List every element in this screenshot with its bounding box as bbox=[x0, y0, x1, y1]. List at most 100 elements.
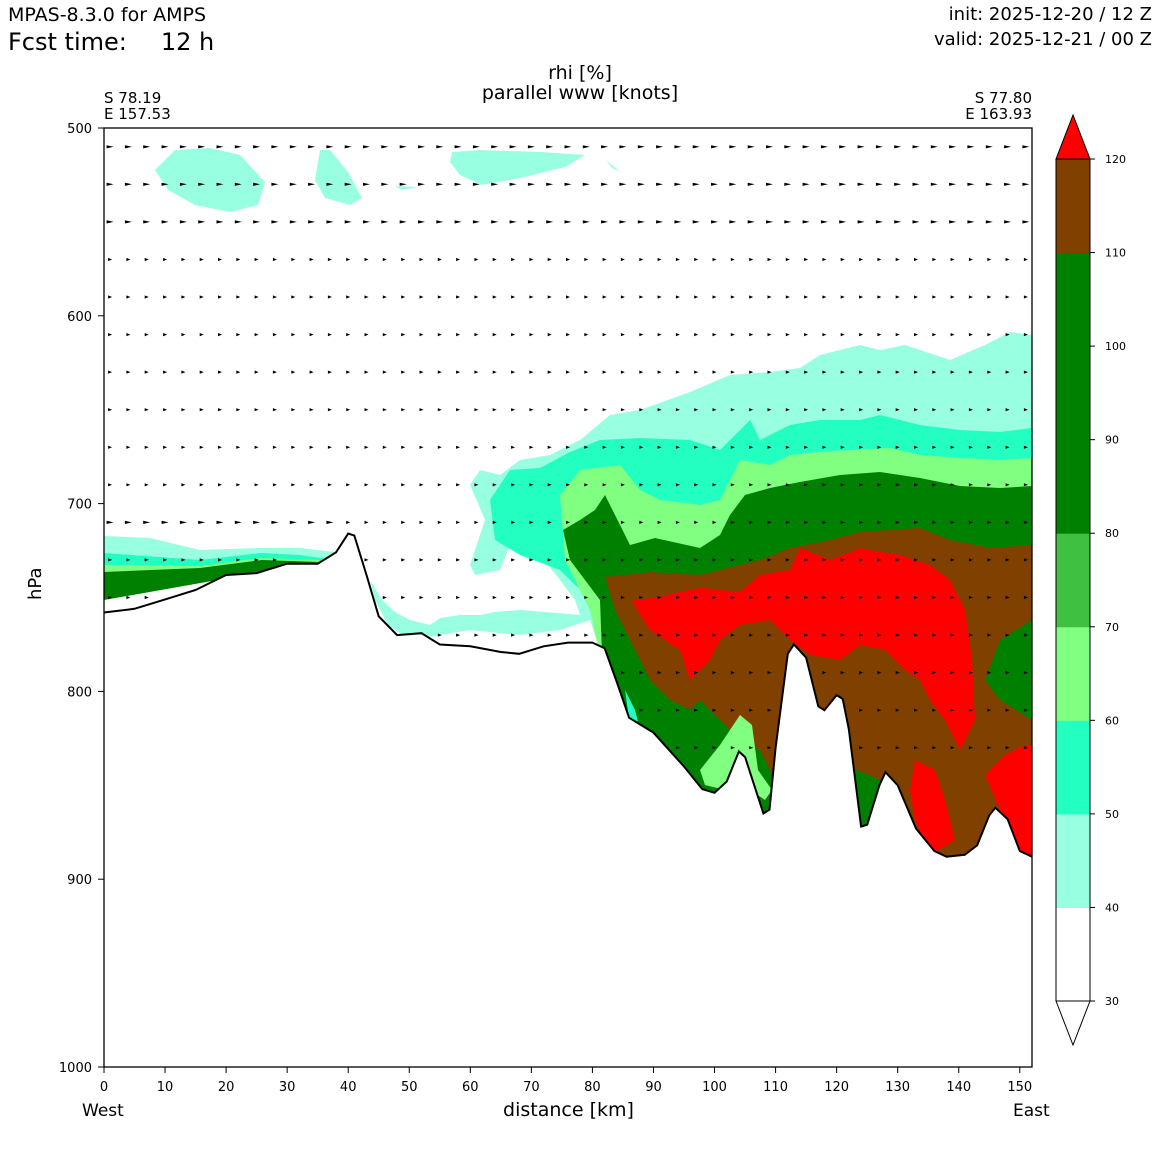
wind-barb-arrow bbox=[491, 182, 499, 186]
wind-barb-arrow bbox=[399, 182, 407, 186]
wind-barb-arrow bbox=[987, 595, 992, 600]
wind-barb-arrow bbox=[529, 483, 534, 487]
wind-barb-arrow bbox=[492, 483, 497, 487]
wind-barb-arrow bbox=[584, 595, 589, 600]
wind-barb-arrow bbox=[163, 257, 168, 262]
wind-barb-arrow bbox=[950, 558, 955, 562]
wind-barb-arrow bbox=[914, 257, 918, 262]
wind-barb-arrow bbox=[859, 671, 864, 675]
wind-barb-arrow bbox=[126, 370, 131, 374]
wind-barb-arrow bbox=[804, 257, 809, 262]
wind-barb-arrow bbox=[584, 257, 589, 262]
wind-barb-arrow bbox=[730, 408, 735, 412]
wind-barb-arrow bbox=[124, 145, 132, 149]
end-point-lon: E 163.93 bbox=[965, 105, 1032, 123]
wind-barb-arrow bbox=[767, 333, 772, 337]
wind-barb-arrow bbox=[529, 333, 534, 337]
wind-barb-arrow bbox=[950, 708, 955, 712]
wind-barb-arrow bbox=[547, 257, 552, 262]
wind-barb-arrow bbox=[712, 257, 717, 262]
wind-barb-arrow bbox=[914, 633, 918, 637]
wind-barb-arrow bbox=[236, 408, 241, 412]
wind-barb-arrow bbox=[674, 220, 682, 224]
wind-barb-arrow bbox=[108, 445, 113, 449]
wind-barb-arrow bbox=[566, 408, 570, 412]
wind-barb-arrow bbox=[694, 257, 699, 262]
wind-barb-arrow bbox=[492, 558, 497, 562]
wind-barb-arrow bbox=[602, 445, 607, 449]
wind-barb-arrow bbox=[859, 558, 864, 562]
wind-barb-arrow bbox=[511, 483, 516, 487]
wind-barb-arrow bbox=[382, 520, 387, 524]
wind-barb-arrow bbox=[399, 145, 407, 149]
wind-barb-arrow bbox=[602, 558, 607, 562]
wind-barb-arrow bbox=[932, 633, 937, 637]
wind-barb-arrow bbox=[547, 445, 552, 449]
wind-barb-arrow bbox=[254, 333, 259, 337]
wind-barb-arrow bbox=[950, 257, 955, 262]
wind-barb-arrow bbox=[456, 595, 461, 600]
wind-barb-arrow bbox=[712, 408, 717, 412]
wind-barb-arrow bbox=[950, 408, 955, 412]
wind-barb-arrow bbox=[199, 408, 204, 412]
wind-barb-arrow bbox=[785, 370, 790, 374]
wind-barb-arrow bbox=[234, 182, 242, 186]
wind-barb-arrow bbox=[382, 257, 387, 262]
wind-barb-arrow bbox=[546, 220, 554, 224]
wind-barb-arrow bbox=[419, 445, 424, 449]
colorbar-tick-label: 120 bbox=[1105, 153, 1126, 166]
wind-barb-arrow bbox=[456, 370, 461, 374]
wind-barb-arrow bbox=[163, 333, 168, 337]
wind-barb-arrow bbox=[1022, 182, 1030, 186]
wind-barb-arrow bbox=[894, 220, 902, 224]
wind-barb-arrow bbox=[784, 182, 792, 186]
wind-barb-arrow bbox=[859, 746, 864, 750]
wind-barb-arrow bbox=[472, 145, 480, 149]
wind-barb-arrow bbox=[914, 746, 918, 750]
wind-barb-arrow bbox=[1004, 220, 1012, 224]
wind-barb-arrow bbox=[839, 220, 847, 224]
wind-barb-arrow bbox=[675, 520, 680, 524]
wind-barb-arrow bbox=[859, 408, 864, 412]
wind-barb-arrow bbox=[877, 671, 882, 675]
wind-barb-arrow bbox=[401, 408, 406, 412]
wind-barb-arrow bbox=[950, 671, 955, 675]
wind-barb-arrow bbox=[181, 257, 186, 262]
wind-barb-arrow bbox=[749, 595, 754, 600]
wind-barb-arrow bbox=[491, 220, 499, 224]
wind-barb-arrow bbox=[895, 295, 900, 299]
wind-barb-field bbox=[106, 145, 1030, 750]
wind-barb-arrow bbox=[399, 220, 407, 224]
wind-barb-arrow bbox=[529, 408, 534, 412]
wind-barb-arrow bbox=[1005, 671, 1010, 675]
wind-barb-arrow bbox=[161, 182, 169, 186]
wind-barb-arrow bbox=[657, 633, 662, 637]
wind-barb-arrow bbox=[291, 483, 296, 487]
wind-barb-arrow bbox=[1023, 633, 1028, 637]
wind-barb-arrow bbox=[529, 445, 534, 449]
wind-barb-arrow bbox=[584, 483, 589, 487]
wind-barb-arrow bbox=[968, 520, 973, 524]
wind-barb-arrow bbox=[511, 558, 516, 562]
wind-barb-arrow bbox=[839, 145, 847, 149]
colorbar-extend-max bbox=[1055, 113, 1091, 160]
wind-barb-arrow bbox=[1005, 370, 1010, 374]
wind-barb-arrow bbox=[584, 295, 589, 299]
x-tick-label: 80 bbox=[584, 1080, 601, 1095]
wind-barb-arrow bbox=[326, 182, 334, 186]
wind-barb-arrow bbox=[712, 633, 717, 637]
colorbar-tick-label: 50 bbox=[1105, 808, 1119, 821]
wind-barb-arrow bbox=[712, 708, 717, 712]
wind-barb-arrow bbox=[914, 558, 918, 562]
wind-barb-arrow bbox=[932, 595, 937, 600]
x-tick-label: 30 bbox=[279, 1080, 296, 1095]
wind-barb-arrow bbox=[436, 220, 444, 224]
wind-barb-arrow bbox=[144, 257, 149, 262]
wind-barb-arrow bbox=[639, 708, 644, 712]
wind-barb-arrow bbox=[895, 333, 900, 337]
wind-barb-arrow bbox=[106, 182, 114, 186]
wind-barb-arrow bbox=[875, 182, 883, 186]
wind-barb-arrow bbox=[511, 520, 516, 524]
wind-barb-arrow bbox=[840, 295, 845, 299]
wind-barb-arrow bbox=[749, 408, 754, 412]
